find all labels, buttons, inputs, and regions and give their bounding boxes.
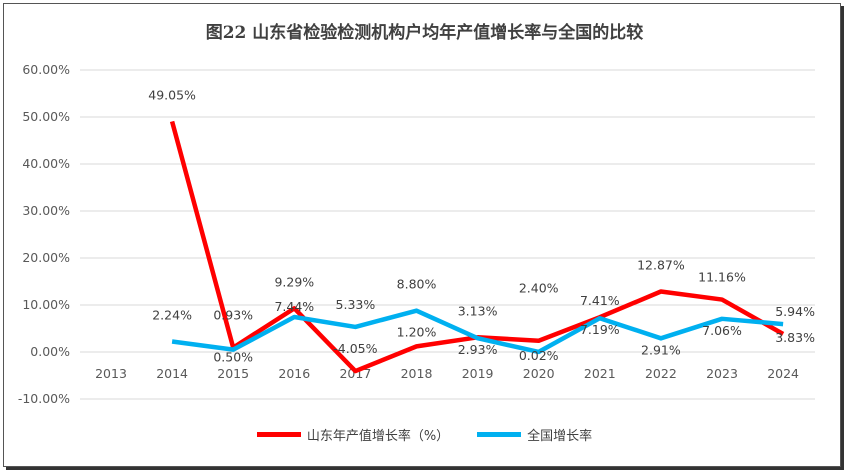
x-tick-label: 2020 <box>523 366 555 381</box>
x-tick-label: 2014 <box>156 366 188 381</box>
data-label: 2.40% <box>519 281 559 296</box>
data-label: -4.05% <box>333 341 377 356</box>
x-tick-label: 2023 <box>706 366 738 381</box>
chart-frame <box>3 3 841 467</box>
data-label: 8.80% <box>397 277 437 292</box>
legend-item-shandong: 山东年产值增长率（%） <box>256 425 450 444</box>
y-tick-label: 60.00% <box>22 62 70 77</box>
x-tick-label: 2015 <box>217 366 249 381</box>
data-label: 9.29% <box>274 274 314 289</box>
x-tick-label: 2018 <box>401 366 433 381</box>
data-label: 49.05% <box>148 87 196 102</box>
data-label: 0.02% <box>519 348 559 363</box>
data-label: 5.33% <box>336 297 376 312</box>
x-tick-label: 2021 <box>584 366 616 381</box>
data-label: 0.93% <box>213 308 253 323</box>
legend-swatch-blue <box>477 432 522 437</box>
data-label: 11.16% <box>698 270 746 285</box>
data-label: 12.87% <box>637 258 685 273</box>
y-tick-label: 20.00% <box>22 250 70 265</box>
chart-title: 图22 山东省检验检测机构户均年产值增长率与全国的比较 <box>205 23 644 43</box>
x-tick-label: 2022 <box>645 366 677 381</box>
data-label: 2.91% <box>641 342 681 357</box>
data-label: 3.83% <box>775 330 815 345</box>
y-tick-label: 0.00% <box>30 344 70 359</box>
y-tick-label: 30.00% <box>22 203 70 218</box>
x-tick-label: 2013 <box>95 366 127 381</box>
data-label: 7.06% <box>702 323 742 338</box>
y-tick-label: 40.00% <box>22 156 70 171</box>
data-label: 7.19% <box>580 322 620 337</box>
x-tick-label: 2019 <box>462 366 494 381</box>
data-label: 2.24% <box>152 307 192 322</box>
y-tick-label: 10.00% <box>22 297 70 312</box>
y-tick-label: 50.00% <box>22 109 70 124</box>
data-label: 1.20% <box>397 324 437 339</box>
data-label: 0.50% <box>213 350 253 365</box>
legend-item-national: 全国增长率 <box>477 425 592 444</box>
x-tick-label: 2024 <box>767 366 799 381</box>
legend: 山东年产值增长率（%） 全国增长率 <box>0 425 849 444</box>
data-label: 7.44% <box>274 299 314 314</box>
x-tick-label: 2016 <box>278 366 310 381</box>
data-label: 7.41% <box>580 293 620 308</box>
y-tick-label: -10.00% <box>18 391 70 406</box>
data-label: 2.93% <box>458 342 498 357</box>
legend-label: 山东年产值增长率（%） <box>306 429 450 444</box>
legend-label: 全国增长率 <box>527 429 593 444</box>
data-label: 3.13% <box>458 303 498 318</box>
legend-swatch-red <box>256 432 301 437</box>
data-label: 5.94% <box>775 304 815 319</box>
